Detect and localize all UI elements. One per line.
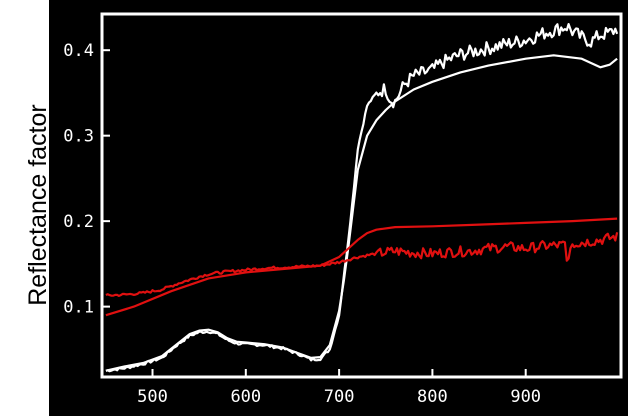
x-tick-label: 900 <box>510 387 541 407</box>
series-line-1 <box>105 54 618 372</box>
y-tick-label: 0.3 <box>63 127 94 147</box>
x-tick-label: 700 <box>324 387 355 407</box>
tick-layer: 500 600 700 800 900 0.1 0.2 0.3 0.4 <box>63 41 541 407</box>
y-axis-label: Reflectance factor <box>24 104 52 306</box>
series-line-3 <box>105 217 618 317</box>
x-tick-label: 800 <box>417 387 448 407</box>
y-tick-label: 0.4 <box>63 41 94 61</box>
series-line-4 <box>105 232 619 297</box>
x-tick-label: 600 <box>230 387 261 407</box>
series-layer <box>105 23 619 373</box>
y-tick-label: 0.1 <box>63 298 94 318</box>
y-tick-label: 0.2 <box>63 212 94 232</box>
plot-frame <box>100 12 623 379</box>
series-line-2 <box>105 23 619 373</box>
chart-background <box>49 0 628 416</box>
x-tick-label: 500 <box>137 387 168 407</box>
